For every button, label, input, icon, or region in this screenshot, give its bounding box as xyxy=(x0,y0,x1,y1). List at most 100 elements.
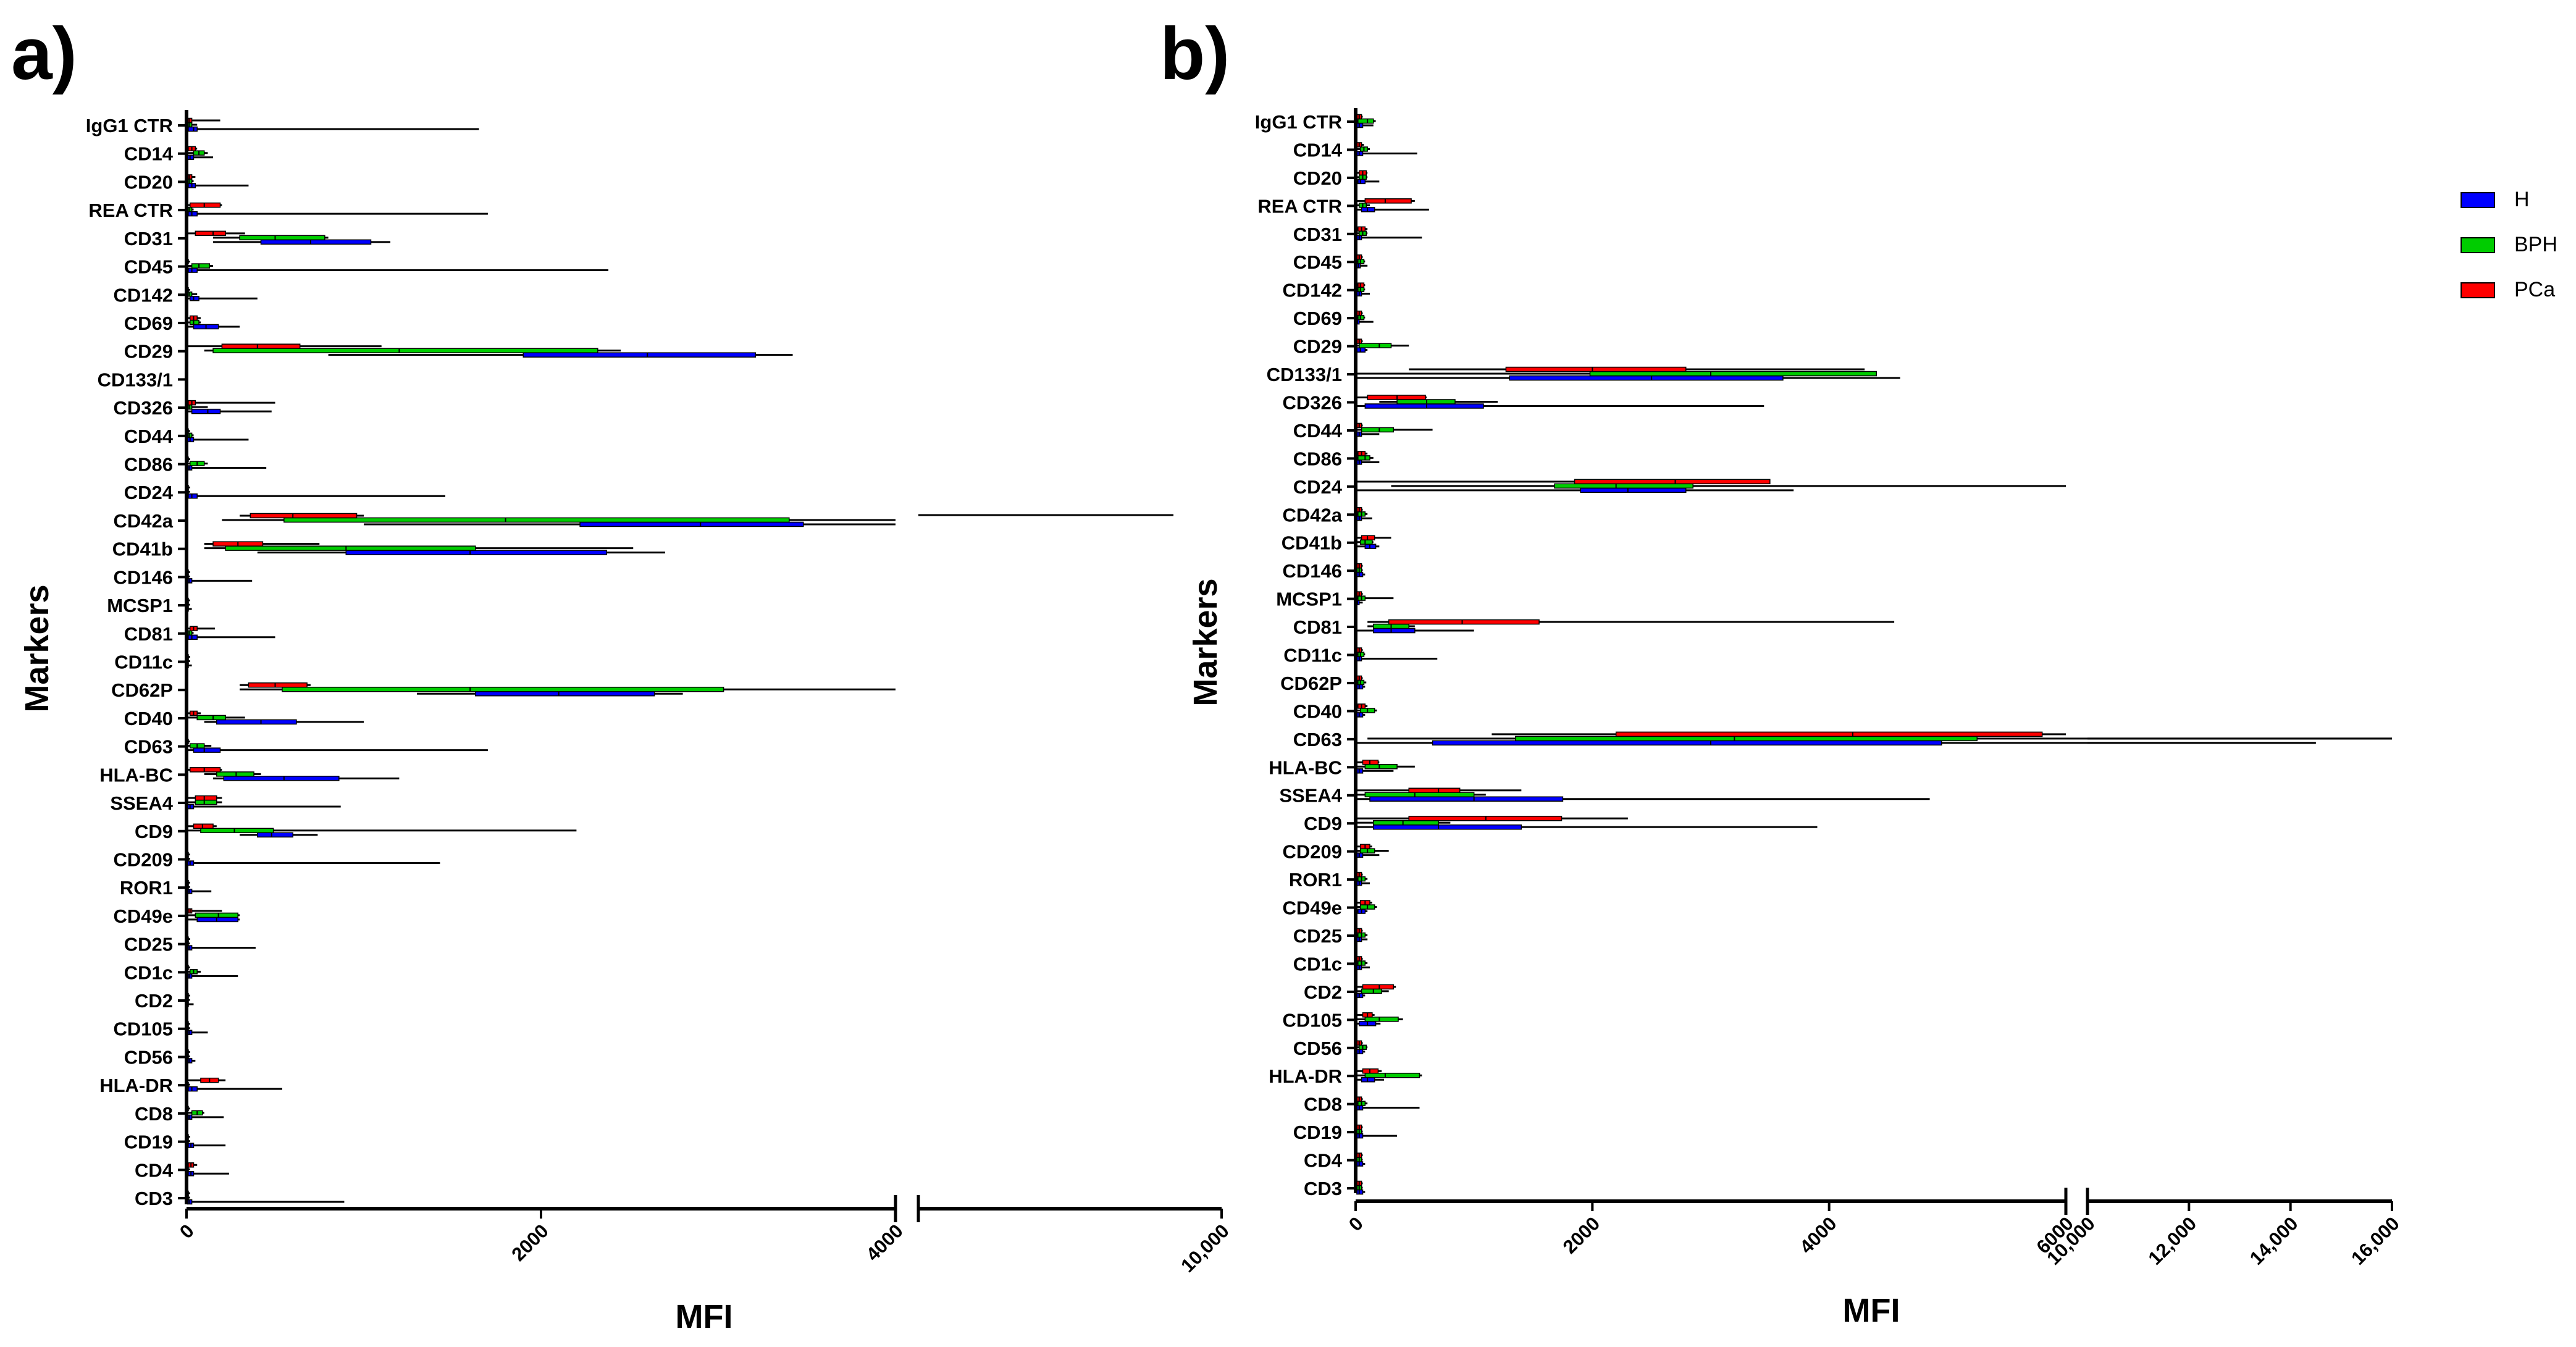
category-label: CD3 xyxy=(135,1188,173,1209)
box-h-22 xyxy=(193,747,221,753)
category-label: CD81 xyxy=(1293,616,1342,638)
category-label: CD45 xyxy=(1293,251,1342,273)
category-label: MCSP1 xyxy=(107,595,173,616)
category-label: CD45 xyxy=(124,256,173,278)
box-bph-0 xyxy=(1357,118,1374,124)
x-tick-label: 12,000 xyxy=(2144,1212,2201,1269)
category-label: CD4 xyxy=(135,1159,174,1181)
category-label: CD9 xyxy=(135,821,173,842)
box-bph-13 xyxy=(1554,483,1693,489)
category-label: CD326 xyxy=(1283,392,1343,413)
box-bph-23 xyxy=(216,771,254,777)
category-label: CD19 xyxy=(1293,1122,1342,1143)
category-label: MCSP1 xyxy=(1276,589,1342,610)
category-label: CD20 xyxy=(1293,167,1342,189)
category-label: CD326 xyxy=(114,397,174,419)
box-pca-24 xyxy=(195,795,217,801)
category-label: REA CTR xyxy=(1257,195,1342,217)
legend-label-pca: PCa xyxy=(2514,278,2555,301)
category-label: CD11c xyxy=(1283,645,1342,666)
box-bph-8 xyxy=(1359,343,1392,348)
box-bph-21 xyxy=(196,715,226,721)
box-bph-31 xyxy=(1361,988,1382,994)
category-label: CD146 xyxy=(1283,560,1343,582)
box-h-6 xyxy=(189,296,199,301)
box-h-8 xyxy=(522,352,757,358)
x-tick-label: 4000 xyxy=(1795,1212,1841,1258)
category-label: CD11c xyxy=(114,652,173,673)
category-label: CD2 xyxy=(1304,981,1342,1003)
category-label: CD9 xyxy=(1304,813,1342,834)
category-label: CD133/1 xyxy=(98,369,173,390)
box-bph-24 xyxy=(195,799,217,805)
category-label: SSEA4 xyxy=(110,792,173,814)
box-pca-3 xyxy=(189,202,221,208)
box-h-4 xyxy=(260,239,372,245)
category-label: ROR1 xyxy=(1289,869,1342,891)
box-h-13 xyxy=(188,493,198,499)
box-pca-25 xyxy=(193,823,214,829)
x-tick-label: 16,000 xyxy=(2347,1212,2404,1269)
category-label: CD105 xyxy=(114,1018,174,1040)
box-pca-22 xyxy=(1615,731,2043,737)
category-label: CD3 xyxy=(1304,1178,1342,1199)
box-pca-20 xyxy=(248,682,308,688)
category-label: CD8 xyxy=(1304,1094,1342,1115)
box-h-22 xyxy=(1432,740,1942,746)
category-label: CD29 xyxy=(1293,336,1342,358)
category-label: CD69 xyxy=(124,313,173,334)
x-tick-label: 4000 xyxy=(862,1220,907,1265)
category-label: CD44 xyxy=(124,426,174,447)
category-label: CD14 xyxy=(124,143,174,165)
category-label: CD44 xyxy=(1293,420,1343,442)
category-label: ROR1 xyxy=(120,877,173,899)
box-pca-3 xyxy=(1364,198,1412,204)
category-label: CD1c xyxy=(1293,953,1342,975)
x-tick-label: 2000 xyxy=(1559,1212,1605,1258)
box-h-15 xyxy=(345,550,607,555)
category-label: CD1c xyxy=(124,962,173,983)
category-label: CD209 xyxy=(1283,841,1343,863)
box-h-0 xyxy=(188,126,198,132)
category-label: CD142 xyxy=(1283,280,1343,301)
category-label: CD86 xyxy=(124,454,173,476)
category-label: CD19 xyxy=(124,1131,173,1153)
box-h-28 xyxy=(196,917,238,923)
box-bph-5 xyxy=(191,263,211,269)
y-axis-title: Markers xyxy=(19,584,56,712)
category-label: CD105 xyxy=(1283,1009,1343,1031)
category-label: HLA-DR xyxy=(99,1075,173,1096)
box-bph-9 xyxy=(1589,371,1877,377)
category-label: CD20 xyxy=(124,171,173,193)
x-tick-label: 0 xyxy=(175,1220,198,1243)
category-label: HLA-DR xyxy=(1269,1065,1342,1087)
category-label: CD41b xyxy=(112,539,173,560)
box-h-5 xyxy=(188,267,198,273)
category-label: CD40 xyxy=(124,708,173,729)
category-label: CD62P xyxy=(111,679,173,701)
box-bph-25 xyxy=(1373,820,1439,826)
box-h-25 xyxy=(1373,824,1522,830)
box-pca-8 xyxy=(221,343,301,349)
box-pca-31 xyxy=(1362,984,1395,990)
box-h-18 xyxy=(1373,627,1416,634)
category-label: CD81 xyxy=(124,623,173,645)
category-label: SSEA4 xyxy=(1279,785,1342,807)
category-label: CD14 xyxy=(1293,139,1343,161)
box-h-13 xyxy=(1580,487,1687,493)
box-pca-23 xyxy=(189,767,221,773)
legend-swatch-bph xyxy=(2461,237,2495,253)
box-h-14 xyxy=(579,521,804,527)
box-bph-28 xyxy=(195,912,238,918)
panel-label: a) xyxy=(11,12,77,95)
category-label: HLA-BC xyxy=(1269,757,1342,778)
category-label: CD24 xyxy=(1293,476,1343,498)
x-axis-title: MFI xyxy=(1843,1292,1900,1329)
category-label: CD31 xyxy=(1293,224,1342,245)
category-label: CD56 xyxy=(124,1046,173,1068)
category-label: CD56 xyxy=(1293,1038,1342,1059)
box-pca-14 xyxy=(250,513,358,519)
box-pca-24 xyxy=(1408,787,1461,793)
category-label: CD42a xyxy=(1283,504,1343,526)
box-pca-9 xyxy=(1505,366,1687,372)
